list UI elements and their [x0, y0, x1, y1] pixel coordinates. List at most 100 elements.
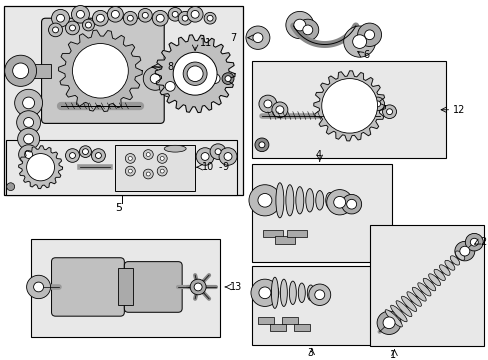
Circle shape	[152, 10, 168, 26]
FancyBboxPatch shape	[41, 18, 164, 123]
Circle shape	[189, 76, 211, 97]
Circle shape	[46, 165, 51, 170]
Bar	[31, 239, 220, 337]
Circle shape	[370, 97, 384, 111]
Circle shape	[382, 105, 396, 118]
Circle shape	[51, 9, 69, 27]
Circle shape	[285, 12, 313, 39]
Circle shape	[195, 81, 204, 91]
Circle shape	[15, 89, 42, 117]
Circle shape	[465, 233, 482, 251]
Ellipse shape	[164, 145, 186, 152]
Circle shape	[257, 193, 271, 207]
Text: 5: 5	[115, 203, 122, 213]
Ellipse shape	[417, 283, 430, 296]
Ellipse shape	[298, 283, 305, 302]
Circle shape	[264, 100, 271, 108]
Ellipse shape	[406, 292, 421, 306]
Ellipse shape	[271, 277, 278, 309]
Circle shape	[107, 51, 113, 57]
Circle shape	[172, 12, 178, 17]
Circle shape	[22, 97, 35, 109]
Circle shape	[454, 242, 474, 261]
FancyBboxPatch shape	[124, 262, 182, 312]
Circle shape	[203, 12, 216, 24]
Ellipse shape	[411, 287, 426, 301]
Circle shape	[382, 317, 394, 329]
Circle shape	[143, 169, 153, 179]
Circle shape	[173, 67, 197, 90]
Circle shape	[203, 67, 226, 90]
Ellipse shape	[275, 183, 283, 218]
Circle shape	[357, 23, 381, 46]
Text: 12: 12	[452, 105, 465, 115]
Circle shape	[178, 12, 192, 25]
Circle shape	[160, 169, 164, 173]
Ellipse shape	[295, 187, 303, 214]
Circle shape	[326, 190, 352, 215]
Bar	[251, 164, 391, 262]
Bar	[286, 230, 306, 237]
Circle shape	[125, 154, 135, 163]
Circle shape	[469, 238, 477, 246]
Circle shape	[321, 78, 377, 133]
Ellipse shape	[305, 189, 313, 212]
Ellipse shape	[280, 279, 287, 306]
FancyBboxPatch shape	[51, 258, 124, 316]
Bar	[274, 236, 294, 244]
Circle shape	[259, 142, 264, 148]
Text: 9: 9	[222, 162, 228, 172]
Circle shape	[271, 102, 287, 117]
Circle shape	[52, 27, 59, 33]
Circle shape	[296, 19, 318, 41]
Circle shape	[196, 148, 214, 165]
Circle shape	[128, 169, 132, 173]
Circle shape	[41, 172, 45, 177]
Circle shape	[376, 311, 400, 334]
Circle shape	[82, 149, 88, 154]
Circle shape	[182, 15, 188, 21]
Circle shape	[222, 73, 234, 85]
Circle shape	[143, 67, 167, 90]
Bar	[115, 145, 195, 190]
Circle shape	[91, 149, 105, 162]
Circle shape	[7, 183, 15, 190]
Circle shape	[314, 290, 324, 300]
Ellipse shape	[444, 260, 454, 270]
Circle shape	[17, 111, 41, 134]
Circle shape	[224, 76, 230, 81]
Circle shape	[138, 9, 152, 22]
Circle shape	[259, 287, 270, 299]
Circle shape	[346, 199, 356, 209]
Circle shape	[343, 26, 375, 57]
Ellipse shape	[422, 278, 435, 291]
Ellipse shape	[315, 190, 323, 210]
Circle shape	[96, 14, 104, 22]
Circle shape	[308, 284, 330, 306]
Circle shape	[159, 76, 181, 97]
Bar	[281, 317, 297, 324]
Circle shape	[259, 95, 276, 113]
Circle shape	[23, 134, 34, 144]
Circle shape	[76, 10, 84, 18]
Circle shape	[65, 149, 79, 162]
Circle shape	[143, 150, 153, 159]
Ellipse shape	[325, 193, 333, 208]
Text: 2: 2	[479, 237, 486, 247]
Text: 13: 13	[229, 282, 242, 292]
Circle shape	[352, 35, 366, 48]
Circle shape	[18, 128, 40, 150]
Circle shape	[26, 154, 55, 181]
Text: 4: 4	[315, 149, 321, 159]
Bar	[20, 64, 50, 78]
Circle shape	[72, 44, 128, 98]
Circle shape	[32, 169, 37, 174]
Circle shape	[41, 157, 45, 162]
Circle shape	[71, 5, 89, 23]
Circle shape	[219, 148, 237, 165]
Circle shape	[13, 63, 29, 78]
Circle shape	[92, 10, 108, 26]
Ellipse shape	[395, 301, 411, 317]
Text: -: -	[218, 162, 221, 172]
Circle shape	[146, 172, 150, 176]
